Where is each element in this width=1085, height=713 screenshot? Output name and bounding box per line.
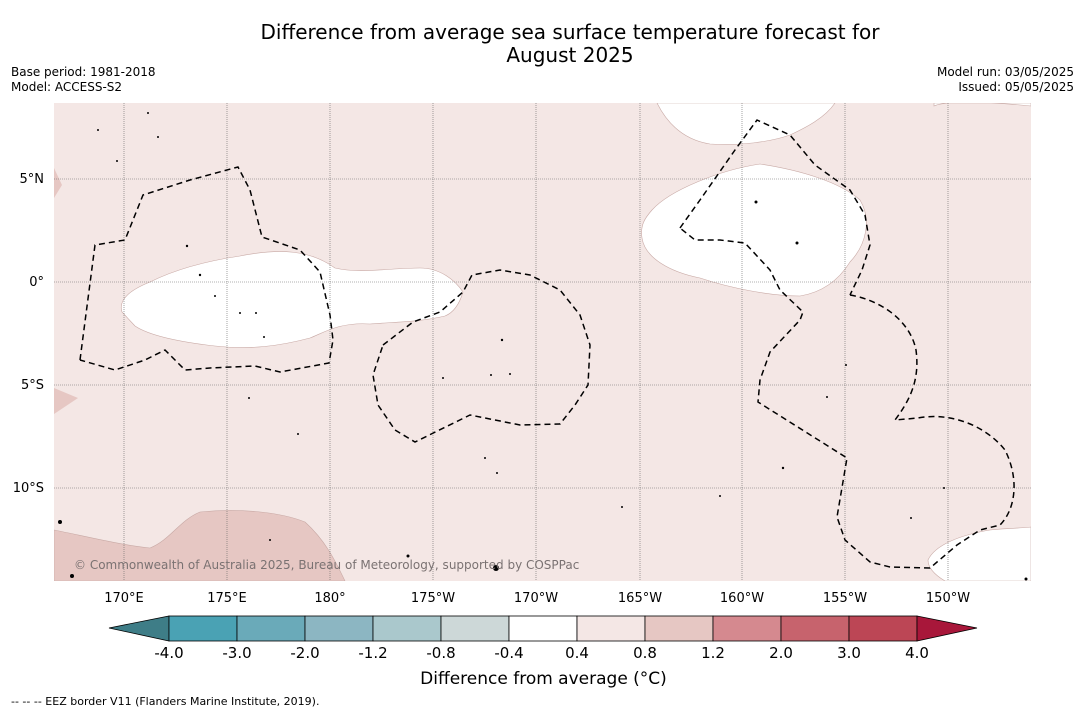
colorbar-segment	[372, 615, 442, 642]
colorbar-tick-label: 4.0	[905, 644, 929, 662]
warm-region-southwest	[54, 510, 346, 581]
gridlines	[54, 103, 1031, 581]
copyright-notice: © Commonwealth of Australia 2025, Bureau…	[74, 558, 580, 572]
meta-left: Base period: 1981-2018 Model: ACCESS-S2	[11, 65, 156, 95]
longitude-label: 165°W	[618, 591, 662, 606]
colorbar-segment	[508, 615, 578, 642]
neutral-region-west	[120, 251, 464, 348]
colorbar-title: Difference from average (°C)	[420, 669, 667, 689]
longitude-label: 175°E	[207, 591, 247, 606]
colorbar	[108, 615, 978, 642]
latitude-labels: 5°N 0° 5°S 10°S	[13, 172, 44, 496]
eez-footnote: -- -- -- EEZ border V11 (Flanders Marine…	[11, 695, 320, 708]
eez-border-east-2	[679, 227, 1015, 569]
longitude-label: 180°	[314, 591, 345, 606]
eez-border-center	[372, 269, 591, 443]
neutral-region-northeast	[933, 103, 1031, 107]
colorbar-segment	[168, 615, 238, 642]
longitude-label: 170°E	[104, 591, 144, 606]
colorbar-segment	[644, 615, 714, 642]
warm-region-west-edge-2	[54, 388, 78, 414]
model-name: Model: ACCESS-S2	[11, 80, 123, 94]
latitude-label: 10°S	[13, 481, 44, 496]
colorbar-extend-high	[916, 615, 978, 642]
colorbar-tick-label: -3.0	[222, 644, 252, 662]
title-line-2: August 2025	[506, 43, 634, 67]
colorbar-segment	[236, 615, 306, 642]
colorbar-tick-label: 1.2	[701, 644, 725, 662]
issued-date: Issued: 05/05/2025	[958, 80, 1074, 94]
colorbar-segment	[848, 615, 918, 642]
colorbar-tick-label: 0.4	[565, 644, 589, 662]
title-line-1: Difference from average sea surface temp…	[260, 20, 880, 44]
longitude-label: 175°W	[411, 591, 455, 606]
colorbar-extend-low	[108, 615, 170, 642]
neutral-region-southeast	[927, 526, 1031, 581]
colorbar-tick-label: -1.2	[358, 644, 388, 662]
longitude-label: 160°W	[720, 591, 764, 606]
model-run: Model run: 03/05/2025	[936, 65, 1074, 79]
latitude-label: 5°S	[21, 378, 44, 393]
latitude-label: 5°N	[20, 172, 45, 187]
sst-map: 5°N 0° 5°S 10°S 170°E 175°E 180° 175°W 170°W 165…	[13, 103, 1031, 606]
colorbar-tick-label: 0.8	[633, 644, 657, 662]
colorbar-segment	[780, 615, 850, 642]
warm-region-west-edge	[54, 168, 62, 198]
longitude-label: 155°W	[823, 591, 867, 606]
colorbar-segment	[712, 615, 782, 642]
neutral-region-north	[656, 103, 836, 145]
colorbar-segment	[576, 615, 646, 642]
neutral-region-east	[641, 163, 867, 297]
latitude-label: 0°	[29, 275, 44, 290]
eez-border-east	[679, 119, 871, 296]
colorbar-segment	[440, 615, 510, 642]
colorbar-tick-label: -4.0	[154, 644, 184, 662]
colorbar-tick-label: 2.0	[769, 644, 793, 662]
colorbar-segment	[304, 615, 374, 642]
meta-right: Model run: 03/05/2025 Issued: 05/05/2025	[937, 65, 1074, 95]
colorbar-tick-label: 3.0	[837, 644, 861, 662]
chart-title: Difference from average sea surface temp…	[0, 21, 1085, 67]
colorbar-tick-label: -0.8	[426, 644, 456, 662]
eez-border-west	[79, 166, 334, 373]
colorbar-tick-label: -0.4	[494, 644, 524, 662]
longitude-labels: 170°E 175°E 180° 175°W 170°W 165°W 160°W 155°W 1…	[104, 591, 970, 606]
base-period: Base period: 1981-2018	[11, 65, 156, 79]
colorbar-tick-label: -2.0	[290, 644, 320, 662]
longitude-label: 150°W	[926, 591, 970, 606]
longitude-label: 170°W	[514, 591, 558, 606]
